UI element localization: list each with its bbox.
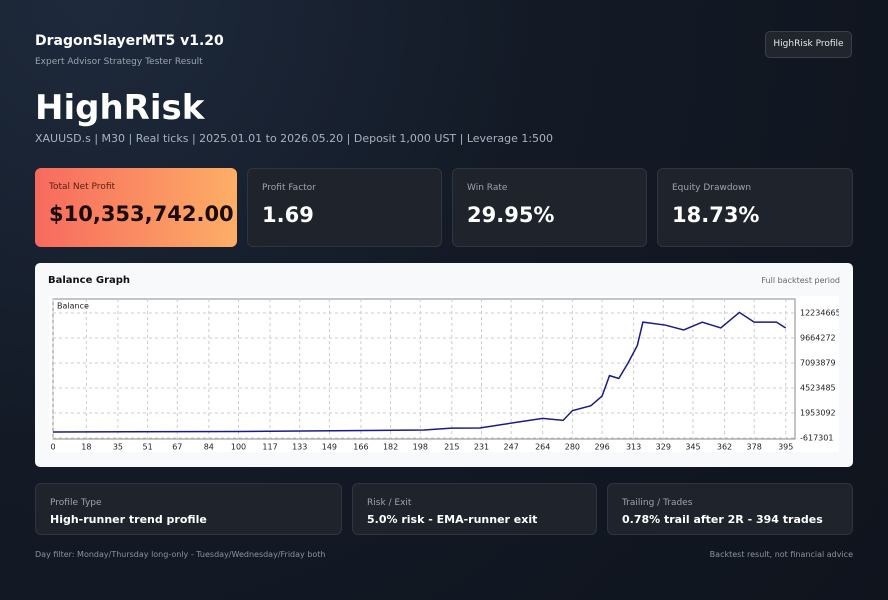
detail-value: 5.0% risk - EMA-runner exit	[367, 513, 538, 526]
x-tick-label: 345	[685, 443, 700, 452]
x-tick-label: 35	[113, 443, 123, 452]
balance-chart: -617301 1953092 4523485 7093879 9664272 12234…	[49, 296, 839, 452]
x-tick-label: 362	[717, 443, 732, 452]
metric-label: Equity Drawdown	[672, 183, 752, 193]
detail-value: 0.78% trail after 2R - 394 trades	[622, 513, 823, 526]
y-tick-label: 12234665	[800, 309, 839, 318]
x-tick-label: 215	[444, 443, 459, 452]
detail-label: Profile Type	[50, 498, 102, 508]
x-tick-label: 67	[172, 443, 182, 452]
x-tick-label: 117	[262, 443, 277, 452]
x-tick-label: 280	[565, 443, 580, 452]
detail-card: Trailing / Trades 0.78% trail after 2R -…	[607, 483, 853, 535]
chart-title: Balance Graph	[48, 275, 131, 286]
y-tick-label: 1953092	[800, 409, 836, 418]
metric-card: Equity Drawdown 18.73%	[657, 168, 853, 247]
profile-name: HighRisk	[35, 88, 205, 128]
x-tick-label: 149	[322, 443, 337, 452]
x-tick-label: 395	[778, 443, 793, 452]
y-tick-label: 9664272	[800, 334, 836, 343]
balance-line	[52, 311, 787, 433]
x-tick-label: 166	[353, 443, 368, 452]
series-label: Balance	[57, 302, 89, 311]
x-tick-label: 313	[626, 443, 641, 452]
y-tick-label: 4523485	[800, 384, 836, 393]
x-tick-label: 18	[81, 443, 91, 452]
metric-value: 29.95%	[467, 203, 555, 227]
detail-label: Risk / Exit	[367, 498, 412, 508]
x-tick-label: 51	[143, 443, 153, 452]
x-tick-label: 84	[204, 443, 214, 452]
detail-card: Profile Type High-runner trend profile	[35, 483, 342, 535]
footer-disclaimer: Backtest result, not financial advice	[709, 550, 853, 559]
x-tick-label: 264	[535, 443, 550, 452]
x-tick-label: 247	[504, 443, 519, 452]
detail-label: Trailing / Trades	[622, 498, 693, 508]
plot-area	[52, 298, 796, 440]
chart-card: Balance Graph Full backtest period -6173…	[35, 263, 853, 467]
metric-value: 1.69	[262, 203, 314, 227]
profile-button[interactable]: HighRisk Profile	[765, 31, 852, 58]
metric-value: $10,353,742.00	[49, 202, 234, 226]
detail-card: Risk / Exit 5.0% risk - EMA-runner exit	[352, 483, 597, 535]
metric-label: Profit Factor	[262, 183, 316, 193]
run-meta: XAUUSD.s | M30 | Real ticks | 2025.01.01…	[35, 132, 554, 145]
metric-label: Win Rate	[467, 183, 508, 193]
chart-note: Full backtest period	[761, 276, 840, 285]
x-tick-label: 378	[747, 443, 762, 452]
x-tick-label: 100	[231, 443, 246, 452]
metric-card: Profit Factor 1.69	[247, 168, 442, 247]
metric-card: Total Net Profit $10,353,742.00	[35, 168, 237, 247]
metric-label: Total Net Profit	[49, 182, 116, 192]
y-tick-label: -617301	[800, 434, 833, 443]
x-tick-label: 329	[656, 443, 671, 452]
footer-note: Day filter: Monday/Thursday long-only - …	[35, 550, 326, 559]
detail-value: High-runner trend profile	[50, 513, 207, 526]
y-tick-label: 7093879	[800, 359, 836, 368]
x-tick-label: 182	[383, 443, 398, 452]
metric-value: 18.73%	[672, 203, 760, 227]
x-tick-label: 296	[594, 443, 609, 452]
x-tick-label: 231	[474, 443, 489, 452]
x-tick-label: 198	[413, 443, 428, 452]
x-tick-label: 133	[292, 443, 307, 452]
app-subtitle: Expert Advisor Strategy Tester Result	[35, 57, 203, 67]
metric-card: Win Rate 29.95%	[452, 168, 647, 247]
app-title: DragonSlayerMT5 v1.20	[35, 33, 224, 49]
x-tick-label: 0	[50, 443, 55, 452]
